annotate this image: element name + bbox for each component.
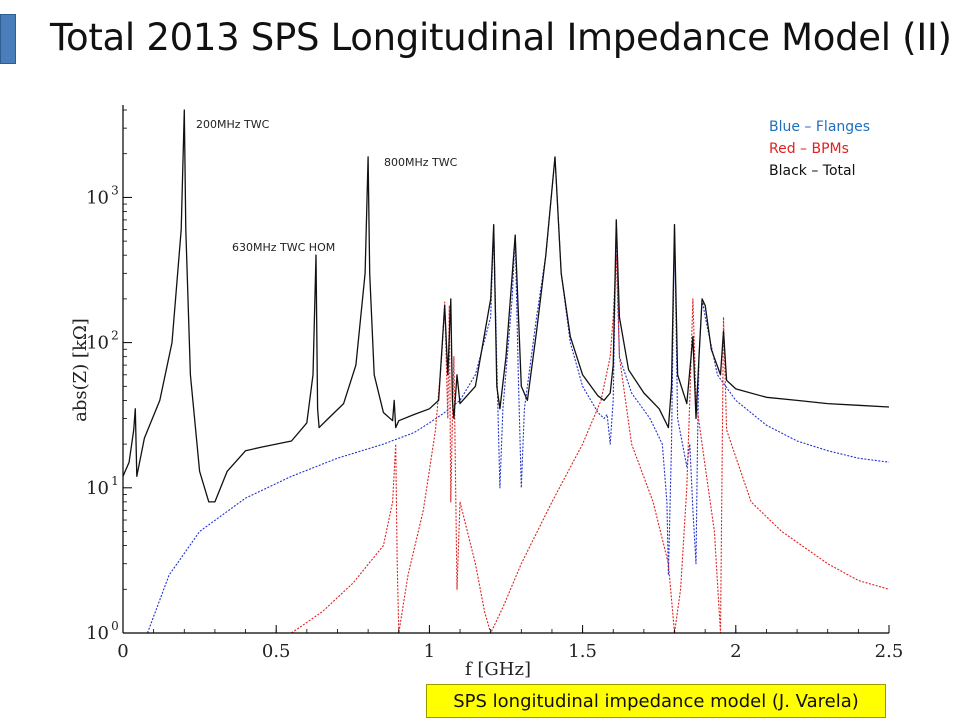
annotation-200mhz-twc: 200MHz TWC xyxy=(196,118,270,131)
x-tick-label: 0 xyxy=(117,641,128,662)
x-tick-label: 2 xyxy=(730,641,741,662)
caption-box: SPS longitudinal impedance model (J. Var… xyxy=(426,684,886,718)
y-axis-label: abs(Z) [kΩ] xyxy=(70,318,91,422)
annotation-800mhz-twc: 800MHz TWC xyxy=(384,156,458,169)
series-line-bpms xyxy=(291,254,890,634)
series-line-total xyxy=(122,109,890,503)
y-tick-exponent: 3 xyxy=(111,183,119,197)
x-axis-label: f [GHz] xyxy=(465,659,531,680)
legend-item-total: Black – Total xyxy=(769,163,856,179)
x-tick-label: 0.5 xyxy=(262,641,291,662)
series-layer xyxy=(122,109,890,634)
legend: Blue – Flanges Red – BPMs Black – Total xyxy=(769,116,870,182)
y-tick-label: 10 xyxy=(86,478,109,499)
annotation-630mhz-twc-hom: 630MHz TWC HOM xyxy=(232,241,336,254)
y-tick-label: 10 xyxy=(86,187,109,208)
x-tick-label: 1.5 xyxy=(568,641,597,662)
slide-title: Total 2013 SPS Longitudinal Impedance Mo… xyxy=(50,16,952,59)
y-tick-exponent: 1 xyxy=(111,474,119,488)
y-tick-exponent: 0 xyxy=(111,619,119,633)
legend-item-bpms: Red – BPMs xyxy=(769,141,849,157)
series-line-flanges xyxy=(146,156,890,634)
x-tick-label: 2.5 xyxy=(875,641,904,662)
legend-item-flanges: Blue – Flanges xyxy=(769,119,871,135)
title-accent-bar xyxy=(0,14,16,64)
y-tick-exponent: 2 xyxy=(111,329,119,343)
x-tick-label: 1 xyxy=(424,641,435,662)
y-tick-label: 10 xyxy=(86,333,109,354)
y-tick-label: 10 xyxy=(86,623,109,644)
